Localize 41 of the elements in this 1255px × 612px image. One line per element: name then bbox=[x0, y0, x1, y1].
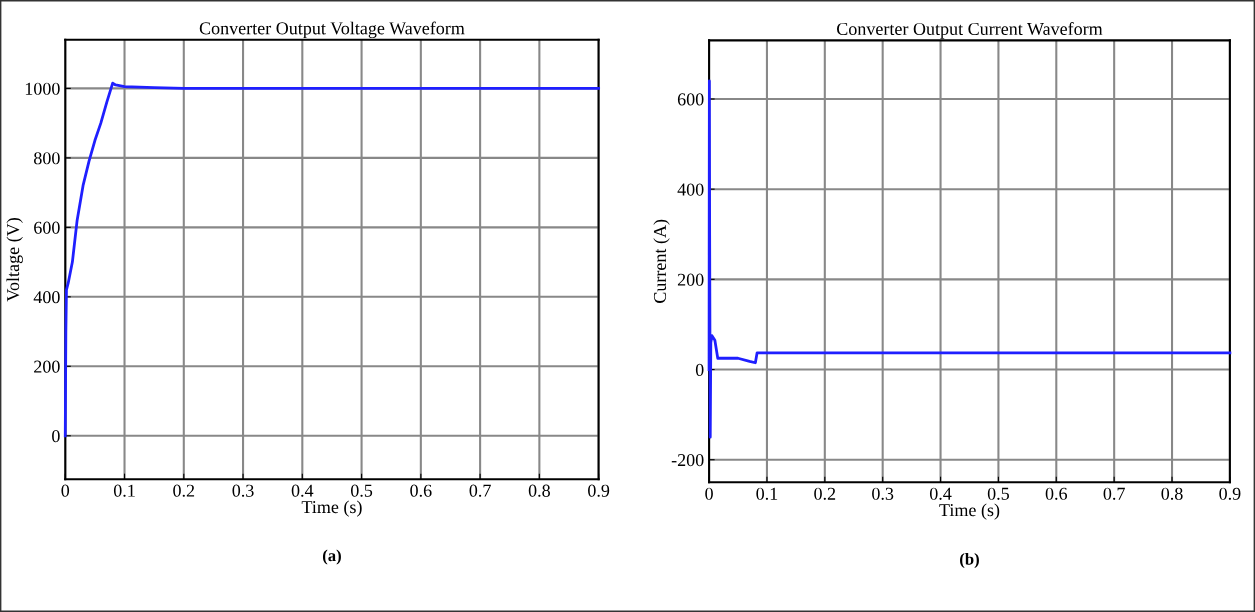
x-tick-label: 0.8 bbox=[528, 484, 550, 497]
x-tick-label: 0.9 bbox=[1219, 487, 1241, 500]
y-tick-label: 400 bbox=[677, 183, 704, 196]
x-tick-label: 0.7 bbox=[1103, 487, 1125, 500]
x-tick-label: 0 bbox=[61, 484, 70, 497]
y-tick-label: 1000 bbox=[25, 82, 60, 95]
line-series bbox=[707, 79, 1232, 439]
x-tick-label: 0.4 bbox=[929, 487, 952, 500]
y-axis-title: Current (A) bbox=[653, 219, 670, 303]
x-tick-label: 0.1 bbox=[756, 487, 778, 500]
x-tick-label: 0.3 bbox=[872, 487, 894, 500]
x-tick-label: 0.5 bbox=[350, 484, 373, 497]
x-axis-title: Time (s) bbox=[939, 503, 1000, 520]
x-tick-label: 0.7 bbox=[469, 484, 491, 497]
y-tick-label: 600 bbox=[34, 221, 60, 234]
x-tick-label: 0.8 bbox=[1161, 487, 1183, 500]
x-tick-label: 0.2 bbox=[173, 484, 195, 497]
x-tick-label: 0.9 bbox=[588, 484, 610, 497]
text: (a) bbox=[322, 549, 341, 565]
x-tick-label: 0.1 bbox=[113, 484, 135, 497]
x-axis-title: Time (s) bbox=[301, 500, 362, 517]
y-tick-label: 200 bbox=[34, 360, 60, 373]
y-tick-label: 0 bbox=[695, 363, 704, 376]
text: (b) bbox=[960, 552, 979, 569]
line-series bbox=[63, 81, 601, 438]
x-tick-label: 0 bbox=[705, 487, 713, 500]
chart-title: Converter Output Voltage Waveform bbox=[199, 21, 465, 39]
x-tick-label: 0.2 bbox=[814, 487, 836, 500]
y-axis-title: Voltage (V) bbox=[6, 218, 23, 302]
y-tick-label: 0 bbox=[52, 430, 60, 443]
y-tick-label: 800 bbox=[34, 152, 60, 165]
x-tick-label: 0.4 bbox=[291, 484, 314, 497]
y-tick-label: -200 bbox=[671, 453, 704, 467]
x-tick-label: 0.6 bbox=[1045, 487, 1068, 500]
y-tick-label: 400 bbox=[33, 291, 60, 304]
x-tick-label: 0.3 bbox=[232, 484, 254, 497]
y-tick-label: 200 bbox=[677, 273, 704, 286]
chart-title: Converter Output Current Waveform bbox=[836, 22, 1103, 39]
x-tick-label: 0.5 bbox=[987, 487, 1009, 500]
y-tick-label: 600 bbox=[677, 93, 704, 106]
x-tick-label: 0.6 bbox=[410, 484, 432, 497]
